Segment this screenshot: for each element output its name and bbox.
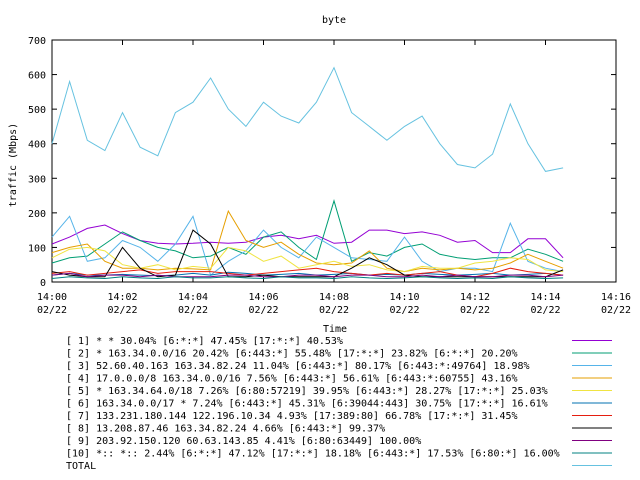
x-tick-time: 14:08 [319,292,349,303]
x-tick-time: 14:04 [178,292,208,303]
legend-entry-4: [ 4] 17.0.0.0/8 163.34.0.0/16 7.56% [6:4… [66,374,518,385]
series-line-5 [51,246,564,273]
y-tick-label: 500 [28,105,46,116]
x-tick-date: 02/22 [389,305,419,316]
x-tick-time: 14:16 [601,292,631,303]
legend-entry-3: [ 3] 52.60.40.163 163.34.82.24 11.04% [6… [66,361,530,372]
legend-entry-8: [ 8] 13.208.87.46 163.34.82.24 4.66% [6:… [66,424,385,435]
y-tick-label: 0 [40,278,46,289]
y-tick-label: 700 [28,36,46,47]
plot-area-frame [51,39,617,283]
x-tick-date: 02/22 [601,305,631,316]
series-line-2 [51,199,564,264]
x-tick-time: 14:12 [460,292,490,303]
chart-title: byte [322,15,346,26]
series-line-6 [51,271,564,277]
legend-entry-9: [ 9] 203.92.150.120 60.63.143.85 4.41% [… [66,436,421,447]
x-tick-time: 14:02 [107,292,137,303]
legend-entry-6: [ 6] 163.34.0.0/17 * 7.24% [6:443:*] 45.… [66,399,548,410]
x-tick-time: 14:06 [248,292,278,303]
y-axis: 0 100 200 300 400 500 600 700 [28,36,616,289]
x-tick-date: 02/22 [530,305,560,316]
x-tick-date: 02/22 [460,305,490,316]
x-tick-date: 02/22 [37,305,67,316]
x-tick-time: 14:14 [530,292,560,303]
series-line-11 [51,66,564,172]
legend: [ 1] * * 30.04% [6:*:*] 47.45% [17:*:*] … [66,336,612,472]
series-line-7 [51,267,564,278]
legend-entry-11: TOTAL [66,461,96,472]
legend-entry-7: [ 7] 133.231.180.144 122.196.10.34 4.93%… [66,411,518,422]
legend-entry-1: [ 1] * * 30.04% [6:*:*] 47.45% [17:*:*] … [66,336,343,347]
legend-entry-10: [10] *:: *:: 2.44% [6:*:*] 47.12% [17:*:… [66,449,560,460]
y-tick-label: 100 [28,243,46,254]
y-axis-label: traffic (Mbps) [8,123,19,207]
series-line-3 [51,215,564,276]
x-tick-time: 14:00 [37,292,67,303]
x-tick-date: 02/22 [107,305,137,316]
legend-entry-5: [ 5] * 163.34.64.0/18 7.26% [6:80:57219]… [66,386,548,397]
y-tick-label: 600 [28,71,46,82]
series-line-9 [51,272,564,278]
x-axis-label: Time [323,324,347,335]
series-lines [51,66,564,280]
y-tick-label: 200 [28,209,46,220]
series-line-4 [51,209,564,273]
x-tick-date: 02/22 [248,305,278,316]
x-tick-time: 14:10 [389,292,419,303]
y-tick-label: 400 [28,140,46,151]
y-tick-label: 300 [28,174,46,185]
legend-entry-2: [ 2] * 163.34.0.0/16 20.42% [6:443:*] 55… [66,349,518,360]
x-tick-date: 02/22 [319,305,349,316]
series-line-10 [51,276,564,280]
x-tick-date: 02/22 [178,305,208,316]
x-axis: 14:00 02/22 14:02 02/22 14:04 02/22 14:06 02/22… [37,40,631,316]
